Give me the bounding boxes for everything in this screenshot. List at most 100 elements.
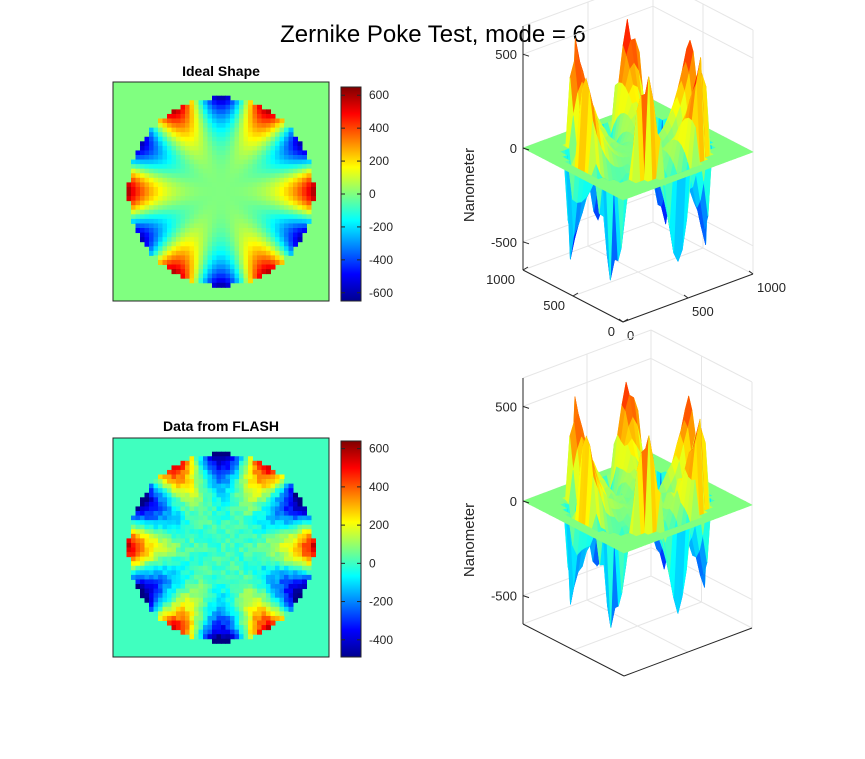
heatmap-cell — [135, 155, 141, 161]
heatmap-cell — [194, 241, 199, 247]
heatmap-cell — [189, 241, 195, 247]
heatmap-cell — [225, 606, 231, 612]
heatmap-cell — [297, 552, 303, 558]
heatmap-cell — [297, 561, 303, 567]
heatmap-cell — [257, 561, 262, 567]
heatmap-cell — [198, 100, 204, 106]
heatmap-cell — [149, 529, 154, 535]
heatmap-cell — [153, 579, 159, 585]
heatmap-cell — [144, 574, 150, 580]
heatmap-cell — [212, 615, 217, 621]
heatmap-cell — [171, 615, 177, 621]
heatmap-cell — [162, 228, 168, 234]
heatmap-cell — [225, 182, 231, 188]
heatmap-cell — [279, 196, 285, 202]
heatmap-cell — [279, 574, 285, 580]
colorbar-tick-label: -400 — [369, 633, 393, 647]
heatmap-cell — [266, 259, 271, 265]
heatmap-cell — [257, 196, 262, 202]
heatmap-cell — [257, 501, 262, 507]
heatmap-cell — [131, 200, 136, 206]
heatmap-cell — [207, 177, 213, 183]
heatmap-cell — [257, 529, 262, 535]
heatmap-cell — [135, 209, 141, 215]
heatmap-cell — [216, 264, 222, 270]
heatmap-cell — [158, 538, 163, 544]
heatmap-cell — [126, 538, 132, 544]
heatmap-cell — [203, 556, 208, 562]
heatmap-cell — [275, 524, 280, 530]
heatmap-cell — [180, 241, 186, 247]
heatmap-cell — [270, 620, 276, 626]
heatmap-cell — [252, 118, 258, 124]
heatmap-cell — [207, 533, 213, 539]
heatmap-cell — [207, 191, 213, 197]
heatmap-cell — [149, 214, 154, 220]
heatmap-cell — [149, 127, 154, 133]
heatmap-cell — [230, 469, 235, 475]
heatmap-cell — [261, 223, 267, 229]
heatmap-cell — [284, 168, 289, 174]
heatmap-cell — [176, 155, 181, 161]
heatmap-cell — [239, 597, 244, 603]
heatmap-cell — [189, 492, 195, 498]
heatmap-cell — [144, 241, 150, 247]
heatmap-cell — [293, 584, 298, 590]
heatmap-cell — [293, 241, 298, 247]
heatmap-cell — [275, 611, 280, 617]
heatmap-cell — [270, 228, 276, 234]
heatmap-cell — [306, 159, 312, 165]
heatmap-cell — [198, 552, 204, 558]
heatmap-cell — [135, 223, 141, 229]
heatmap-cell — [212, 150, 217, 156]
heatmap-cell — [275, 159, 280, 165]
heatmap-cell — [293, 524, 298, 530]
heatmap-cell — [284, 529, 289, 535]
heatmap-cell — [131, 515, 136, 521]
heatmap-cell — [149, 246, 154, 252]
heatmap-cell — [257, 515, 262, 521]
heatmap-cell — [212, 278, 217, 284]
heatmap-cell — [239, 602, 244, 608]
heatmap-cell — [275, 597, 280, 603]
colorbar-tick-label: 0 — [369, 187, 376, 201]
heatmap-cell — [284, 588, 289, 594]
heatmap-cell — [270, 132, 276, 138]
heatmap-cell — [257, 159, 262, 165]
heatmap-cell — [149, 584, 154, 590]
heatmap-cell — [288, 168, 294, 174]
heatmap-cell — [135, 182, 141, 188]
heatmap-cell — [243, 606, 249, 612]
heatmap-cell — [203, 214, 208, 220]
heatmap-cell — [167, 182, 172, 188]
heatmap-cell — [266, 538, 271, 544]
heatmap-cell — [212, 136, 217, 142]
heatmap-cell — [248, 634, 253, 640]
heatmap-cell — [216, 638, 222, 644]
heatmap-cell — [266, 602, 271, 608]
heatmap-cell — [176, 465, 181, 471]
heatmap-cell — [266, 223, 271, 229]
surface1-mesh — [522, 19, 754, 281]
heatmap-cell — [131, 561, 136, 567]
heatmap-cell — [194, 579, 199, 585]
heatmap-cell — [203, 579, 208, 585]
heatmap-cell — [149, 483, 154, 489]
heatmap-cell — [212, 155, 217, 161]
heatmap-cell — [212, 237, 217, 243]
heatmap-cell — [270, 186, 276, 192]
heatmap-cell — [171, 492, 177, 498]
heatmap-cell — [198, 136, 204, 142]
heatmap-cell — [230, 150, 235, 156]
heatmap-cell — [252, 250, 258, 256]
heatmap-cell — [207, 136, 213, 142]
heatmap-cell — [167, 479, 172, 485]
heatmap-cell — [158, 570, 163, 576]
heatmap-cell — [216, 282, 222, 288]
heatmap-cell — [306, 200, 312, 206]
heatmap-cell — [189, 625, 195, 631]
heatmap-cell — [248, 542, 253, 548]
